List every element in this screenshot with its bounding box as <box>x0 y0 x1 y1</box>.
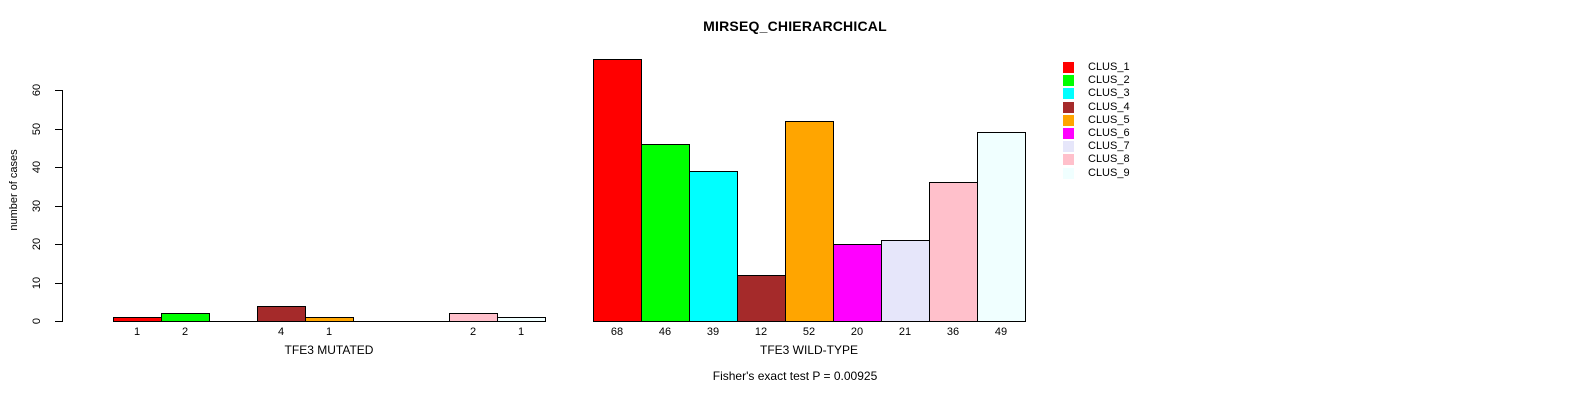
fisher-test-annotation: Fisher's exact test P = 0.00925 <box>712 369 878 383</box>
bar-value-label: 1 <box>517 326 525 338</box>
legend-label: CLUS_7 <box>1088 140 1130 152</box>
y-axis-tick <box>55 90 62 91</box>
legend-label: CLUS_6 <box>1088 127 1130 139</box>
bar-tfe3-mutated-clus_7-zero <box>401 321 450 322</box>
bar-tfe3-wild-type-clus_7 <box>881 240 930 322</box>
bar-tfe3-mutated-clus_9 <box>497 317 546 322</box>
legend-label: CLUS_1 <box>1088 61 1130 73</box>
y-axis-tick <box>55 283 62 284</box>
bar-tfe3-mutated-clus_3-zero <box>209 321 258 322</box>
y-axis-tick <box>55 129 62 130</box>
bar-value-label: 52 <box>802 326 816 338</box>
bar-value-label: 2 <box>469 326 477 338</box>
legend-swatch-clus_7 <box>1063 141 1074 152</box>
bar-tfe3-mutated-clus_6-zero <box>353 321 402 322</box>
y-axis-line <box>62 90 63 322</box>
y-axis-tick-label: 40 <box>31 160 43 174</box>
y-axis-tick <box>55 206 62 207</box>
legend-swatch-clus_4 <box>1063 102 1074 113</box>
bar-tfe3-wild-type-clus_4 <box>737 275 786 322</box>
bar-value-label: 4 <box>277 326 285 338</box>
bar-tfe3-wild-type-clus_8 <box>929 182 978 322</box>
y-axis-tick-label: 50 <box>31 122 43 136</box>
legend-swatch-clus_8 <box>1063 154 1074 165</box>
bar-value-label: 12 <box>754 326 768 338</box>
legend-swatch-clus_2 <box>1063 75 1074 86</box>
x-axis-group-label-tfe3-wild-type: TFE3 WILD-TYPE <box>759 343 859 357</box>
legend-label: CLUS_8 <box>1088 153 1130 165</box>
bar-tfe3-wild-type-clus_1 <box>593 59 642 322</box>
x-axis-group-label-tfe3-mutated: TFE3 MUTATED <box>284 343 374 357</box>
bar-tfe3-wild-type-clus_9 <box>977 132 1026 322</box>
bar-value-label: 68 <box>610 326 624 338</box>
y-axis-tick-label: 0 <box>31 317 43 325</box>
bar-value-label: 1 <box>325 326 333 338</box>
bar-tfe3-wild-type-clus_6 <box>833 244 882 322</box>
bar-value-label: 46 <box>658 326 672 338</box>
bar-value-label: 36 <box>946 326 960 338</box>
y-axis-tick <box>55 167 62 168</box>
bar-tfe3-mutated-clus_2 <box>161 313 210 322</box>
bar-value-label: 49 <box>994 326 1008 338</box>
bar-tfe3-mutated-clus_4 <box>257 306 306 322</box>
y-axis-label: number of cases <box>8 149 20 231</box>
y-axis-tick-label: 60 <box>31 83 43 97</box>
y-axis-tick <box>55 321 62 322</box>
bar-tfe3-mutated-clus_1 <box>113 317 162 322</box>
bar-value-label: 20 <box>850 326 864 338</box>
y-axis-tick-label: 20 <box>31 237 43 251</box>
bar-tfe3-mutated-clus_8 <box>449 313 498 322</box>
y-axis-tick <box>55 244 62 245</box>
bar-tfe3-mutated-clus_5 <box>305 317 354 322</box>
bar-tfe3-wild-type-clus_5 <box>785 121 834 322</box>
bar-value-label: 2 <box>181 326 189 338</box>
legend-swatch-clus_6 <box>1063 128 1074 139</box>
legend-label: CLUS_4 <box>1088 101 1130 113</box>
legend-label: CLUS_3 <box>1088 87 1130 99</box>
legend-swatch-clus_1 <box>1063 62 1074 73</box>
bar-tfe3-wild-type-clus_3 <box>689 171 738 322</box>
bar-value-label: 21 <box>898 326 912 338</box>
legend-swatch-clus_5 <box>1063 115 1074 126</box>
bar-tfe3-wild-type-clus_2 <box>641 144 690 322</box>
legend-label: CLUS_5 <box>1088 114 1130 126</box>
chart-title: MIRSEQ_CHIERARCHICAL <box>703 18 887 34</box>
y-axis-tick-label: 10 <box>31 276 43 290</box>
legend-label: CLUS_2 <box>1088 74 1130 86</box>
legend-label: CLUS_9 <box>1088 167 1130 179</box>
bar-value-label: 39 <box>706 326 720 338</box>
legend-swatch-clus_3 <box>1063 88 1074 99</box>
legend-swatch-clus_9 <box>1063 168 1074 179</box>
y-axis-tick-label: 30 <box>31 199 43 213</box>
bar-value-label: 1 <box>133 326 141 338</box>
